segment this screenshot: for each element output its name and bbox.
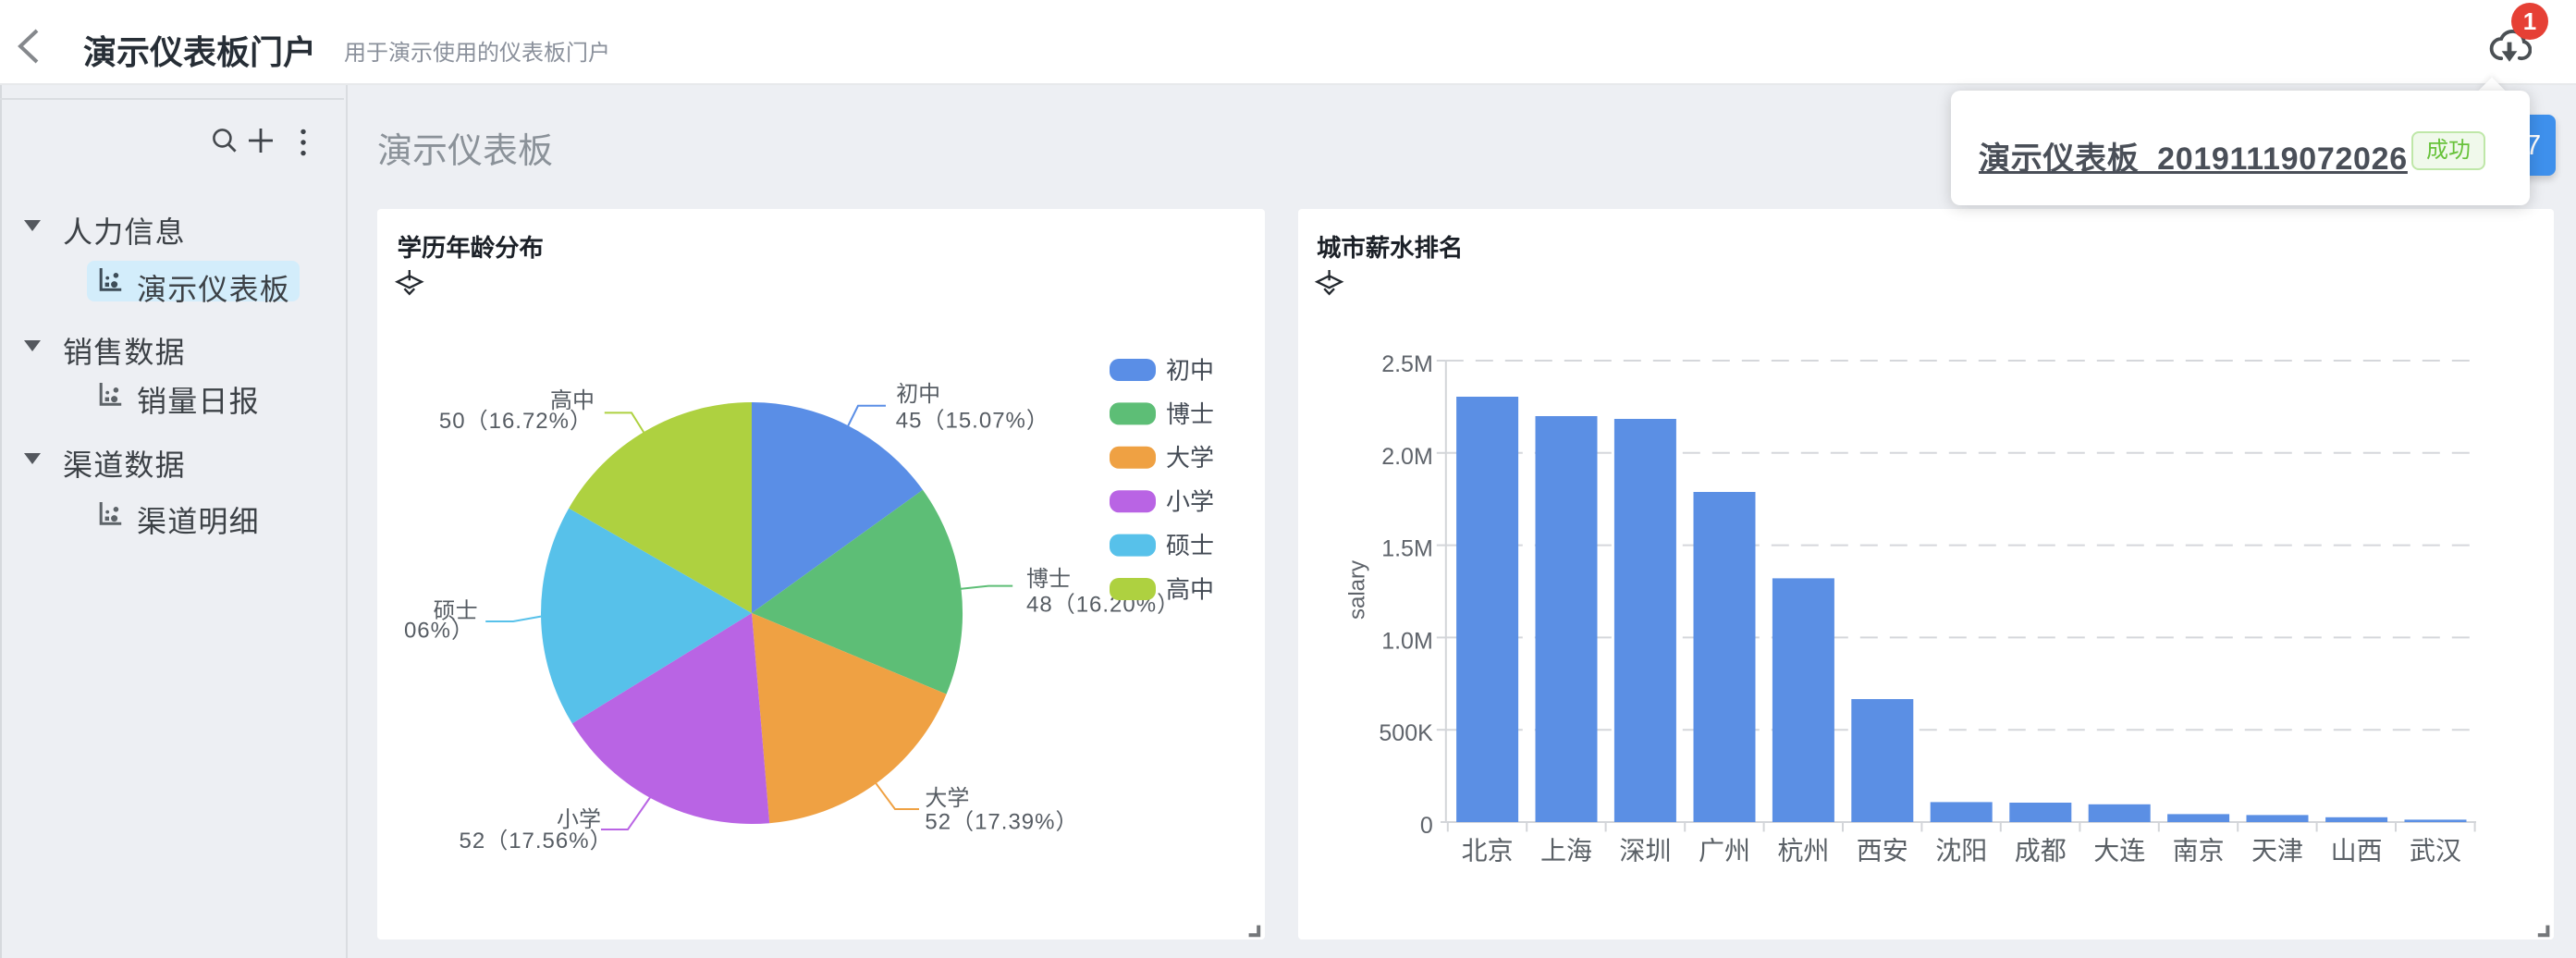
svg-text:初中: 初中 <box>1166 356 1214 384</box>
svg-text:天津: 天津 <box>2251 837 2303 866</box>
svg-text:2.0M: 2.0M <box>1381 444 1433 470</box>
svg-text:大学: 大学 <box>1166 444 1214 472</box>
svg-text:初中: 初中 <box>896 382 940 407</box>
svg-text:上海: 上海 <box>1540 837 1592 866</box>
svg-text:salary: salary <box>1344 560 1369 620</box>
svg-text:50（16.72%）: 50（16.72%） <box>439 409 593 434</box>
svg-text:大学: 大学 <box>925 786 969 811</box>
svg-text:高中: 高中 <box>550 388 595 413</box>
svg-text:52（17.56%）: 52（17.56%） <box>460 829 613 854</box>
svg-text:南京: 南京 <box>2173 837 2225 866</box>
svg-text:45（15.07%）: 45（15.07%） <box>896 408 1049 433</box>
svg-text:06%）: 06%） <box>404 618 474 643</box>
svg-text:城市薪水排名: 城市薪水排名 <box>1317 234 1463 262</box>
svg-text:硕士: 硕士 <box>1166 532 1214 559</box>
svg-text:52（17.39%）: 52（17.39%） <box>925 809 1078 834</box>
svg-text:48（16.20%）: 48（16.20%） <box>1026 592 1180 617</box>
svg-text:杭州: 杭州 <box>1777 837 1829 866</box>
svg-text:北京: 北京 <box>1462 837 1514 866</box>
svg-text:大连: 大连 <box>2093 837 2145 866</box>
svg-text:博士: 博士 <box>1026 567 1071 592</box>
svg-text:学历年龄分布: 学历年龄分布 <box>398 234 544 262</box>
svg-text:硕士: 硕士 <box>434 599 478 624</box>
svg-text:广州: 广州 <box>1699 837 1750 866</box>
svg-text:1.0M: 1.0M <box>1381 628 1433 654</box>
svg-text:0: 0 <box>1420 813 1433 839</box>
svg-text:1.5M: 1.5M <box>1381 536 1433 562</box>
svg-text:2.5M: 2.5M <box>1381 351 1433 377</box>
svg-text:高中: 高中 <box>1166 575 1214 603</box>
svg-text:小学: 小学 <box>1166 488 1214 516</box>
svg-text:山西: 山西 <box>2331 837 2383 866</box>
svg-text:深圳: 深圳 <box>1619 837 1671 866</box>
svg-text:成都: 成都 <box>2015 837 2067 866</box>
svg-text:西安: 西安 <box>1857 837 1908 866</box>
svg-text:沈阳: 沈阳 <box>1935 837 1987 866</box>
svg-text:500K: 500K <box>1379 720 1433 746</box>
svg-text:武汉: 武汉 <box>2410 837 2461 866</box>
svg-text:博士: 博士 <box>1166 400 1214 428</box>
svg-text:小学: 小学 <box>557 807 601 832</box>
